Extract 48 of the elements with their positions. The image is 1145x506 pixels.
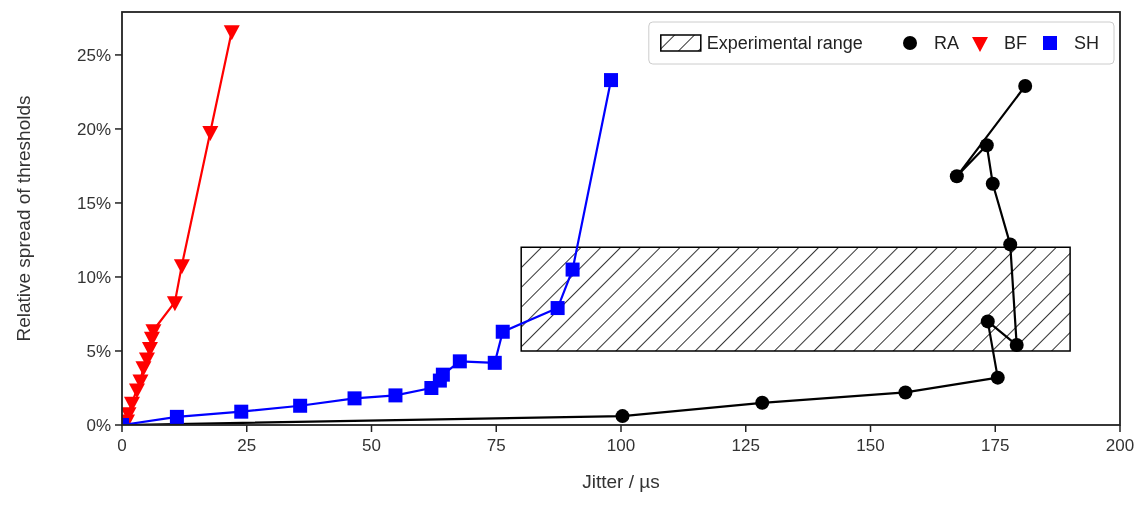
point	[615, 409, 630, 424]
point	[223, 25, 240, 41]
y-tick-label: 25%	[76, 45, 111, 65]
point	[202, 125, 219, 141]
y-tick-label: 5%	[86, 341, 111, 361]
x-tick-label: 200	[1105, 436, 1135, 455]
point	[487, 355, 502, 370]
point	[898, 385, 913, 400]
point	[173, 259, 190, 275]
y-axis-title: Relative spread of thresholds	[13, 95, 34, 342]
point	[755, 395, 770, 410]
point	[604, 73, 619, 88]
point	[949, 169, 964, 184]
point	[565, 262, 580, 277]
point	[1003, 237, 1018, 252]
x-tick-label: 75	[486, 436, 506, 455]
point	[979, 138, 994, 153]
point	[1009, 338, 1024, 353]
x-tick-label: 125	[731, 436, 760, 455]
x-tick-label: 50	[362, 436, 381, 455]
point	[452, 354, 467, 369]
point	[293, 398, 308, 413]
x-tick-label: 175	[981, 436, 1010, 455]
point	[980, 314, 995, 329]
x-tick-label: 150	[856, 436, 885, 455]
legend-label: RA	[934, 33, 960, 53]
legend-label: SH	[1074, 33, 1100, 53]
point	[495, 324, 510, 339]
legend-label: Experimental range	[706, 33, 863, 53]
y-tick-label: 10%	[76, 267, 111, 287]
x-axis-title: Jitter / µs	[582, 471, 660, 492]
point	[388, 388, 403, 403]
y-tick-label: 20%	[76, 119, 111, 139]
point	[990, 370, 1005, 385]
point	[985, 176, 1000, 191]
legend-label: BF	[1004, 33, 1028, 53]
x-tick-label: 100	[606, 436, 636, 455]
x-tick-label: 25	[237, 436, 257, 455]
point	[550, 301, 565, 316]
point	[435, 367, 450, 382]
point	[166, 296, 183, 312]
point	[169, 409, 184, 424]
point	[234, 404, 249, 419]
x-tick-label: 0	[117, 436, 127, 455]
point	[347, 391, 362, 406]
y-tick-label: 15%	[76, 193, 111, 213]
y-tick-label: 0%	[86, 416, 111, 435]
point	[1018, 79, 1033, 94]
